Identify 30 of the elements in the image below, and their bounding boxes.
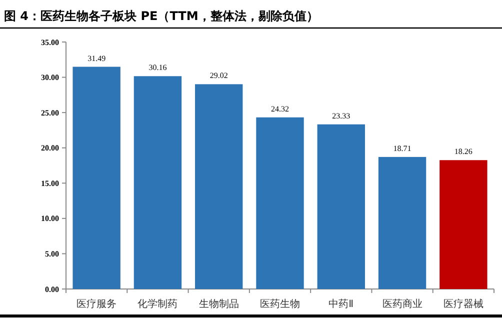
bar: [195, 84, 243, 289]
bar: [256, 117, 304, 289]
data-label: 31.49: [88, 54, 106, 63]
bar: [440, 160, 488, 289]
x-tick-label: 化学制药: [138, 298, 178, 310]
bar: [378, 156, 426, 289]
y-tick-label: 35.00: [41, 38, 59, 47]
y-tick-label: 20.00: [41, 144, 59, 153]
y-tick-label: 30.00: [41, 73, 59, 82]
y-tick-label: 5.00: [45, 250, 59, 259]
x-tick-label: 中药Ⅱ: [328, 298, 354, 310]
y-tick-label: 0.00: [45, 284, 59, 294]
data-label: 29.02: [210, 71, 228, 80]
bar: [317, 124, 365, 289]
y-tick-label: 25.00: [41, 108, 59, 118]
x-tick-label: 医疗器械: [443, 298, 484, 310]
x-tick-label: 医药商业: [382, 298, 422, 310]
y-tick-label: 15.00: [41, 178, 59, 188]
x-tick-label: 生物制品: [198, 298, 239, 310]
y-tick-label: 10.00: [41, 214, 59, 224]
chart-title: 图 4：医药生物各子板块 PE（TTM，整体法，剔除负值）: [4, 9, 318, 23]
data-label: 23.33: [332, 111, 350, 120]
bar: [72, 66, 120, 289]
bar: [134, 76, 182, 289]
x-tick-label: 医药生物: [260, 298, 300, 310]
data-label: 30.16: [148, 63, 167, 72]
data-label: 18.26: [454, 147, 472, 156]
x-tick-label: 医疗服务: [76, 298, 117, 310]
data-label: 24.32: [271, 104, 289, 114]
data-label: 18.71: [393, 144, 412, 153]
